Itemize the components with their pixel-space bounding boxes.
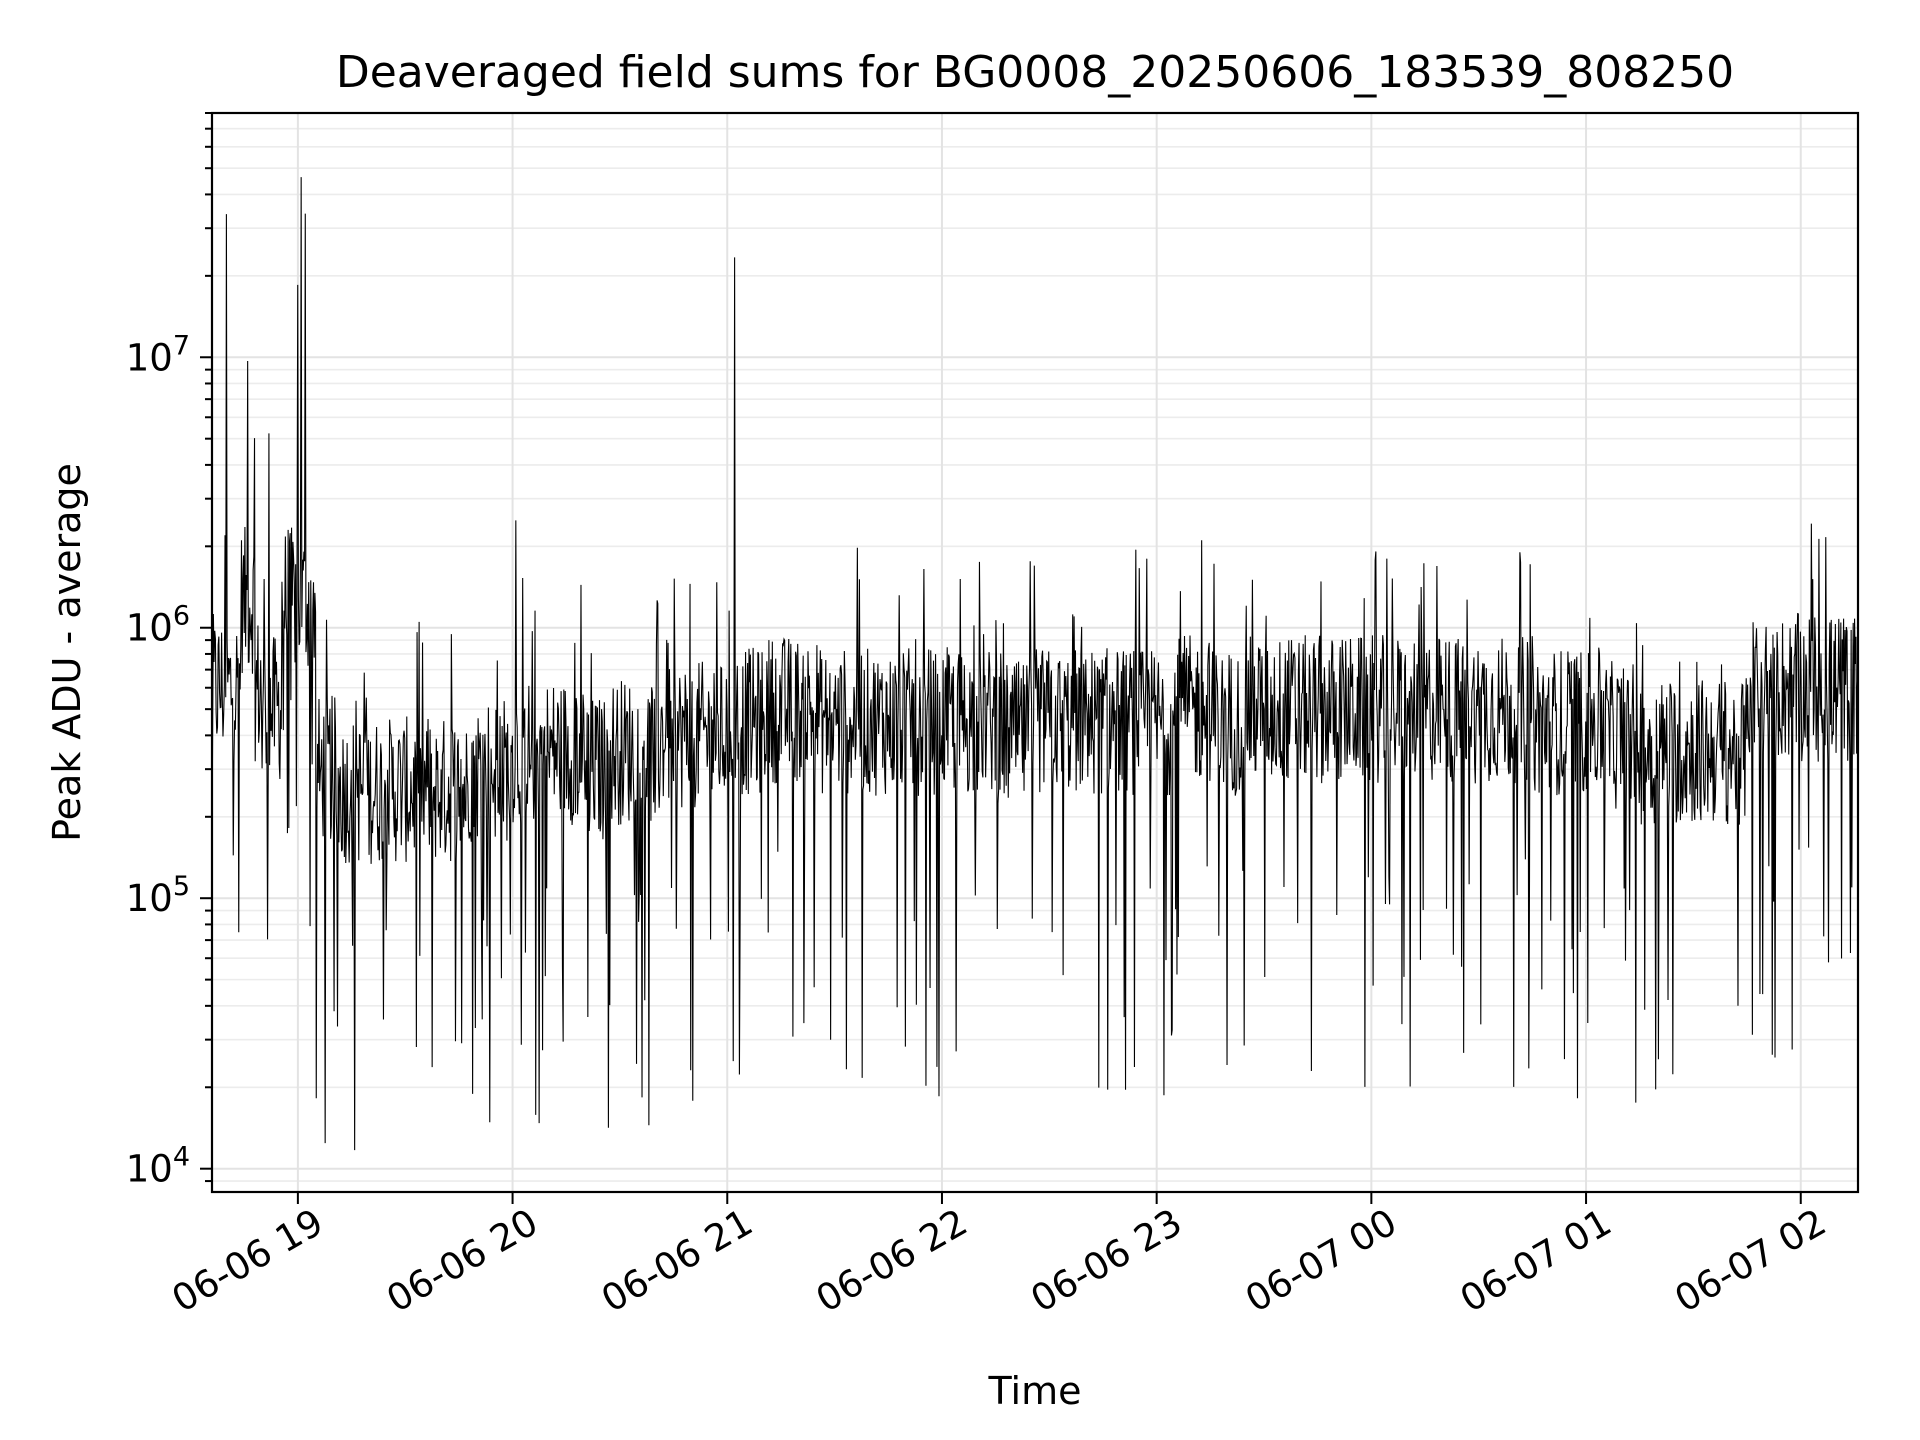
y-tick-label: 104 (126, 1142, 190, 1191)
ticks (200, 112, 1802, 1204)
x-axis-label: Time (988, 1369, 1082, 1413)
y-tick-labels: 104 105 106 107 (126, 330, 190, 1190)
series-line (211, 177, 1859, 1151)
chart-title: Deaveraged field sums for BG0008_2025060… (336, 47, 1734, 98)
plot-area (211, 177, 1859, 1151)
axes-frame (210, 111, 1860, 1194)
y-tick-label: 107 (126, 330, 190, 379)
y-axis-label: Peak ADU - average (45, 463, 89, 842)
y-tick-label: 106 (126, 601, 190, 650)
y-tick-label: 105 (126, 871, 190, 920)
